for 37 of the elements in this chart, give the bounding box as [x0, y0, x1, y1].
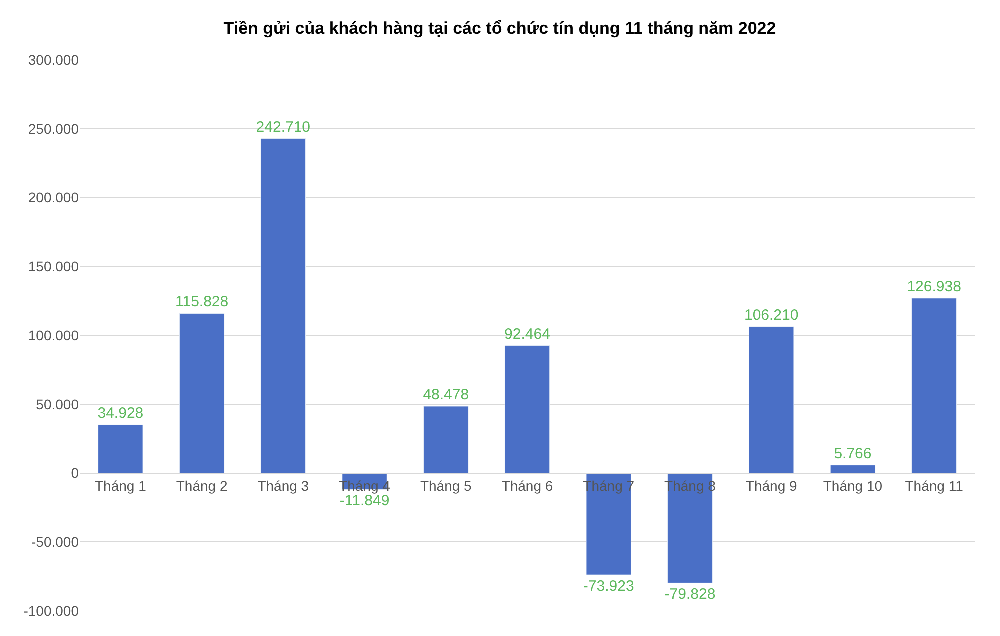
data-label: 5.766: [834, 445, 872, 462]
chart-title: Tiền gửi của khách hàng tại các tổ chức tín dụng 11 tháng năm 2022: [224, 19, 776, 38]
x-tick-label: Tháng 3: [258, 478, 310, 494]
y-tick-label: 50.000: [36, 396, 80, 412]
data-label: -11.849: [340, 492, 390, 510]
x-tick-label: Tháng 11: [905, 478, 964, 494]
y-tick-label: -50.000: [32, 534, 80, 550]
x-tick-label: Tháng 6: [502, 478, 554, 494]
data-label: 34.928: [98, 405, 144, 422]
bar: [912, 298, 957, 474]
x-tick-label: Tháng 1: [94, 478, 147, 494]
y-tick-label: 150.000: [28, 258, 80, 275]
x-tick-label: Tháng 5: [420, 478, 472, 494]
bar: [830, 465, 876, 474]
y-tick-label: 100.000: [28, 327, 80, 344]
bar: [179, 313, 225, 474]
data-label: 126.938: [907, 278, 962, 296]
x-tick-label: Tháng 2: [176, 478, 228, 494]
data-label: 92.464: [504, 326, 550, 343]
y-tick-label: -100.000: [24, 602, 80, 619]
data-label: -73.923: [583, 578, 634, 596]
y-tick-label: 300.000: [28, 52, 80, 68]
y-tick-label: 250.000: [28, 120, 80, 137]
data-label: 48.478: [423, 386, 470, 404]
bar: [98, 424, 144, 474]
data-label: 115.828: [175, 294, 229, 311]
bar: [424, 406, 469, 474]
data-label: 106.210: [744, 306, 799, 324]
data-label: -79.828: [664, 586, 716, 604]
bar: [504, 346, 550, 474]
bar: [748, 326, 794, 474]
y-tick-label: 0: [71, 465, 80, 482]
x-tick-label: Tháng 9: [746, 478, 798, 494]
bar: [260, 138, 306, 474]
x-tick-label: Tháng 10: [823, 478, 883, 494]
data-label: 242.710: [256, 118, 311, 136]
y-tick-label: 200.000: [28, 190, 80, 206]
